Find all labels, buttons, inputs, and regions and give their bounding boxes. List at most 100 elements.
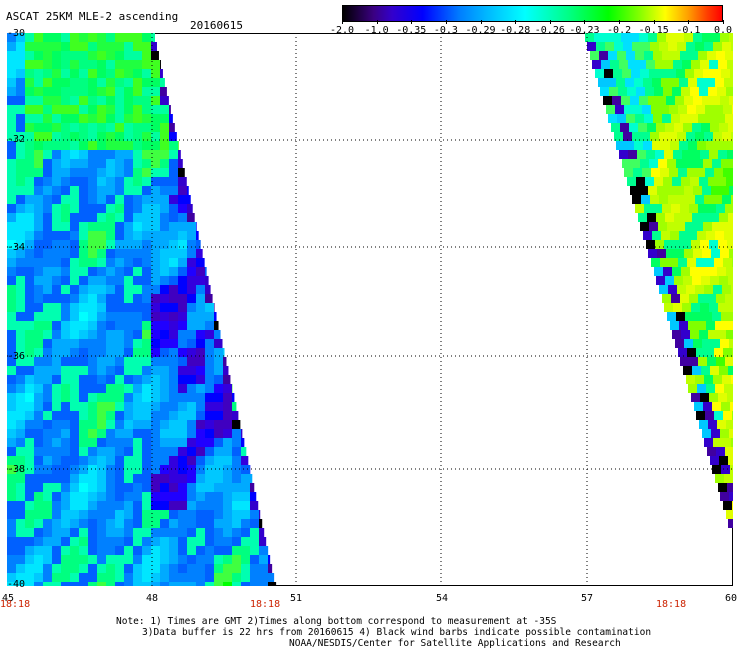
swath-pixel bbox=[169, 339, 178, 348]
swath-pixel bbox=[654, 177, 663, 186]
swath-pixel bbox=[169, 357, 178, 366]
swath-pixel bbox=[88, 87, 97, 96]
swath-pixel bbox=[160, 150, 169, 159]
swath-pixel bbox=[151, 168, 160, 177]
swath-pixel bbox=[79, 42, 88, 51]
swath-pixel bbox=[640, 222, 649, 231]
swath-pixel bbox=[34, 285, 43, 294]
swath-pixel bbox=[711, 96, 720, 105]
swath-pixel bbox=[641, 42, 650, 51]
swath-pixel bbox=[34, 231, 43, 240]
swath-pixel bbox=[142, 438, 151, 447]
swath-pixel bbox=[680, 114, 689, 123]
swath-pixel bbox=[187, 564, 196, 573]
swath-pixel bbox=[142, 168, 151, 177]
swath-pixel bbox=[196, 573, 205, 582]
swath-pixel bbox=[133, 357, 142, 366]
lat-grid-lines bbox=[7, 139, 733, 470]
swath-pixel bbox=[88, 528, 97, 537]
swath-pixel bbox=[25, 303, 34, 312]
lon-grid-lines bbox=[151, 33, 588, 586]
swath-pixel bbox=[178, 501, 187, 510]
swath-pixel bbox=[106, 447, 115, 456]
swath-pixel bbox=[25, 69, 34, 78]
swath-pixel bbox=[700, 303, 709, 312]
swath-pixel bbox=[16, 60, 25, 69]
swath-pixel bbox=[151, 213, 160, 222]
map-date: 20160615 bbox=[190, 19, 243, 32]
swath-pixel bbox=[196, 321, 205, 330]
swath-pixel bbox=[160, 222, 169, 231]
swath-pixel bbox=[106, 294, 115, 303]
swath-pixel bbox=[106, 348, 115, 357]
swath-pixel bbox=[79, 213, 88, 222]
swath-pixel bbox=[715, 78, 724, 87]
swath-pixel bbox=[52, 51, 61, 60]
swath-pixel bbox=[675, 186, 684, 195]
swath-pixel bbox=[196, 555, 205, 564]
swath-pixel bbox=[61, 249, 70, 258]
swath-pixel bbox=[106, 195, 115, 204]
swath-pixel bbox=[679, 321, 688, 330]
swath-pixel bbox=[43, 150, 52, 159]
lat-label: -36 bbox=[7, 351, 26, 362]
swath-pixel bbox=[695, 195, 704, 204]
swath-pixel bbox=[115, 276, 124, 285]
swath-pixel bbox=[115, 312, 124, 321]
swath-pixel bbox=[97, 474, 106, 483]
swath-pixel bbox=[133, 456, 142, 465]
swath-pixel bbox=[694, 159, 703, 168]
swath-pixel bbox=[7, 483, 16, 492]
swath-pixel bbox=[133, 303, 142, 312]
swath-pixel bbox=[115, 150, 124, 159]
swath-pixel bbox=[652, 78, 661, 87]
swath-pixel bbox=[187, 258, 196, 267]
swath-pixel bbox=[43, 519, 52, 528]
swath-pixel bbox=[124, 546, 133, 555]
swath-pixel bbox=[79, 447, 88, 456]
swath-pixel bbox=[250, 483, 255, 492]
swath-pixel bbox=[726, 177, 733, 186]
swath-pixel bbox=[730, 222, 733, 231]
swath-pixel bbox=[151, 186, 160, 195]
swath-pixel bbox=[688, 321, 697, 330]
swath-pixel bbox=[25, 366, 34, 375]
swath-pixel bbox=[702, 249, 711, 258]
swath-pixel bbox=[124, 60, 133, 69]
swath-pixel bbox=[25, 87, 34, 96]
swath-pixel bbox=[668, 132, 677, 141]
swath-pixel bbox=[25, 465, 34, 474]
swath-pixel bbox=[187, 249, 196, 258]
swath-pixel bbox=[97, 168, 106, 177]
swath-pixel bbox=[34, 42, 43, 51]
swath-pixel bbox=[79, 294, 88, 303]
swath-pixel bbox=[196, 357, 205, 366]
swath-pixel bbox=[732, 501, 733, 510]
swath-pixel bbox=[700, 240, 709, 249]
swath-pixel bbox=[214, 573, 223, 582]
swath-pixel bbox=[720, 339, 729, 348]
swath-pixel bbox=[268, 582, 277, 586]
swath-pixel bbox=[52, 429, 61, 438]
swath-pixel bbox=[7, 231, 16, 240]
swath-pixel bbox=[115, 96, 124, 105]
swath-pixel bbox=[676, 312, 685, 321]
swath-pixel bbox=[716, 357, 725, 366]
swath-pixel bbox=[34, 105, 43, 114]
swath-pixel bbox=[151, 78, 160, 87]
swath-pixel bbox=[151, 456, 160, 465]
swath-pixel bbox=[25, 213, 34, 222]
swath-pixel bbox=[719, 456, 728, 465]
swath-pixel bbox=[70, 267, 79, 276]
swath-pixel bbox=[97, 285, 106, 294]
swath-pixel bbox=[43, 240, 52, 249]
swath-pixel bbox=[97, 321, 106, 330]
swath-pixel bbox=[16, 51, 25, 60]
swath-pixel bbox=[205, 357, 214, 366]
swath-pixel bbox=[178, 510, 187, 519]
swath-pixel bbox=[160, 105, 169, 114]
swath-pixel bbox=[97, 447, 106, 456]
swath-pixel bbox=[61, 114, 70, 123]
footnote-credit: NOAA/NESDIS/Center for Satellite Applica… bbox=[289, 638, 621, 649]
swath-pixel bbox=[712, 402, 721, 411]
